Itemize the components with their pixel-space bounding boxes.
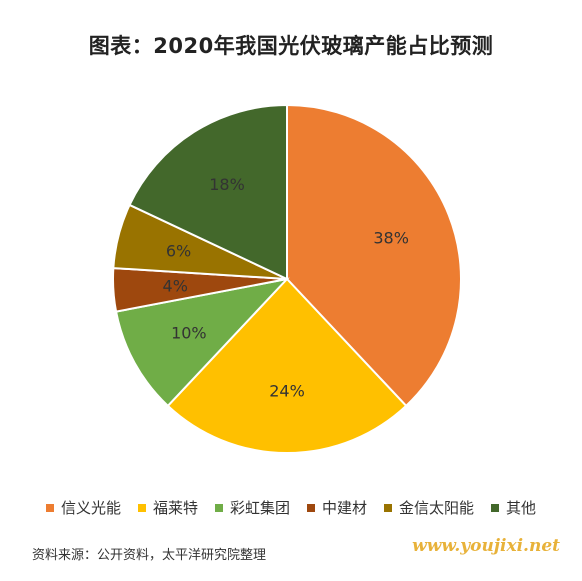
legend-item: 信义光能	[45, 497, 121, 518]
legend-swatch	[214, 503, 223, 512]
legend: 信义光能 福莱特 彩虹集团 中建材 金信太阳能 其他	[0, 497, 582, 518]
legend-label: 彩虹集团	[229, 499, 290, 517]
legend-swatch	[384, 503, 393, 512]
slice-data-label: 18%	[209, 175, 245, 194]
pie-chart: 38% 24% 10% 4% 6% 18%	[112, 103, 462, 454]
slice-data-label: 4%	[163, 277, 188, 296]
legend-swatch	[137, 503, 146, 512]
legend-swatch	[491, 503, 500, 512]
legend-item: 彩虹集团	[214, 497, 290, 518]
legend-swatch	[45, 503, 54, 512]
legend-label: 金信太阳能	[399, 499, 475, 517]
pie-slice	[114, 277, 290, 408]
legend-item: 中建材	[307, 497, 367, 518]
legend-label: 福莱特	[152, 499, 198, 517]
legend-item: 金信太阳能	[384, 497, 474, 518]
legend-item: 福莱特	[137, 497, 198, 518]
slice-data-label: 10%	[171, 323, 207, 342]
legend-label: 中建材	[322, 499, 368, 517]
pie-slice	[128, 103, 288, 281]
legend-item: 其他	[491, 497, 536, 518]
legend-label: 其他	[506, 499, 537, 517]
chart-title: 图表：2020年我国光伏玻璃产能占比预测	[88, 34, 494, 58]
slice-data-label: 6%	[166, 242, 191, 261]
legend-label: 信义光能	[60, 499, 121, 517]
source-note: 资料来源：公开资料，太平洋研究院整理	[32, 548, 267, 563]
watermark: www.youjixi.net	[412, 536, 560, 556]
legend-swatch	[307, 503, 315, 512]
slice-data-label: 24%	[269, 382, 305, 401]
slice-data-label: 38%	[373, 228, 409, 247]
pie-slice	[286, 103, 462, 408]
pie-slice	[166, 277, 408, 454]
